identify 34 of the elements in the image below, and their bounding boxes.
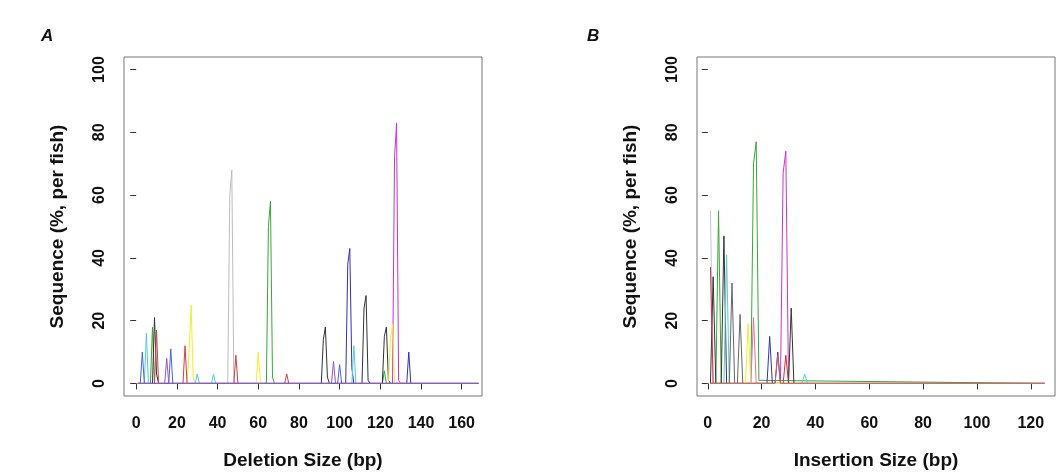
x-tick-label: 80	[290, 413, 308, 431]
x-tick-label: 80	[914, 413, 933, 431]
x-tick-label: 60	[249, 413, 268, 431]
chart-title: A	[40, 26, 54, 45]
y-tick-label: 20	[662, 311, 680, 330]
x-tick-label: 20	[167, 413, 186, 431]
x-tick-label: 0	[131, 413, 141, 431]
x-axis-title: Insertion Size (bp)	[793, 449, 959, 470]
x-tick-label: 100	[963, 413, 991, 431]
y-tick-label: 0	[89, 378, 107, 388]
y-tick-label: 60	[89, 186, 107, 205]
x-tick-label: 20	[752, 413, 771, 431]
x-tick-label: 160	[448, 413, 476, 431]
y-tick-label: 20	[89, 311, 107, 330]
y-axis-title: Sequence (%, per fish)	[619, 124, 640, 329]
y-tick-label: 80	[89, 123, 107, 142]
x-tick-label: 40	[208, 413, 227, 431]
y-tick-label: 0	[662, 378, 680, 388]
x-tick-label: 140	[407, 413, 435, 431]
y-tick-label: 40	[662, 248, 680, 267]
y-tick-label: 60	[662, 186, 680, 205]
y-tick-label: 80	[662, 123, 680, 142]
x-tick-label: 120	[1017, 413, 1045, 431]
x-tick-label: 0	[703, 413, 713, 431]
x-tick-label: 40	[806, 413, 825, 431]
y-axis-title: Sequence (%, per fish)	[46, 124, 67, 329]
y-tick-label: 100	[89, 56, 107, 83]
x-tick-label: 120	[366, 413, 394, 431]
y-tick-label: 100	[662, 56, 680, 83]
y-tick-label: 40	[89, 248, 107, 267]
x-axis-title: Deletion Size (bp)	[223, 449, 383, 470]
x-tick-label: 60	[860, 413, 879, 431]
chart-title: B	[587, 26, 600, 45]
x-tick-label: 100	[326, 413, 354, 431]
